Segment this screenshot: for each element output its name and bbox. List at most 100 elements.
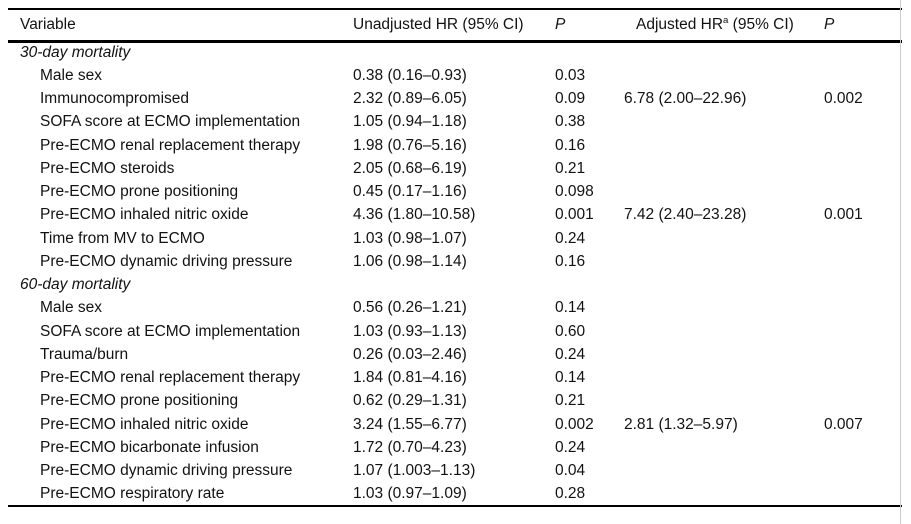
section-header-row: 60-day mortality [8,274,902,297]
table-row: Pre-ECMO dynamic driving pressure 1.07 (1… [8,460,902,483]
table-row: Pre-ECMO prone positioning 0.62 (0.29–1.3… [8,390,902,413]
p-adjusted-cell: 0.001 [824,206,863,224]
variable-cell: Pre-ECMO steroids [40,159,175,177]
table-row: Trauma/burn 0.26 (0.03–2.46) 0.24 [8,343,902,366]
p-unadjusted-cell: 0.24 [555,438,586,456]
variable-cell: Pre-ECMO renal replacement therapy [40,369,301,387]
p-unadjusted-cell: 0.16 [555,252,586,270]
p-unadjusted-cell: 0.16 [555,136,586,154]
adjusted-hr-cell [622,250,824,273]
p-unadjusted-cell: 0.03 [555,66,586,84]
table-row: Immunocompromised 2.32 (0.89–6.05) 0.09 6.7… [8,88,902,111]
unadjusted-hr-cell: 0.45 (0.17–1.16) [353,183,467,201]
table-row: Pre-ECMO renal replacement therapy 1.84 (… [8,367,902,390]
variable-cell: Male sex [40,299,103,317]
column-header-p-adjusted: P [824,15,835,33]
section-label: 30-day mortality [20,44,131,62]
p-adjusted-cell: 0.002 [824,90,863,108]
p-unadjusted-cell: 0.24 [555,345,586,363]
p-unadjusted-cell: 0.28 [555,484,586,502]
variable-cell: Pre-ECMO dynamic driving pressure [40,462,293,480]
p-adjusted-cell [824,297,902,320]
variable-cell: Pre-ECMO prone positioning [40,183,239,201]
table-row: Pre-ECMO bicarbonate infusion 1.72 (0.70–… [8,436,902,459]
variable-cell: Male sex [40,66,103,84]
adjusted-hr-cell [622,297,824,320]
table-row: SOFA score at ECMO implementation 1.03 (0… [8,320,902,343]
p-adjusted-cell [824,367,902,390]
table-row: Male sex 0.38 (0.16–0.93) 0.03 [8,64,902,87]
table-row: Pre-ECMO inhaled nitric oxide 4.36 (1.80–… [8,204,902,227]
table-row: Pre-ECMO inhaled nitric oxide 3.24 (1.55–… [8,413,902,436]
p-adjusted-cell: 0.007 [824,415,863,433]
variable-cell: Pre-ECMO dynamic driving pressure [40,252,293,270]
p-adjusted-cell [824,157,902,180]
adjusted-hr-cell [622,320,824,343]
adjusted-hr-cell [622,181,824,204]
unadjusted-hr-cell: 0.26 (0.03–2.46) [353,345,467,363]
p-unadjusted-cell: 0.002 [555,415,594,433]
table-row: Male sex 0.56 (0.26–1.21) 0.14 [8,297,902,320]
table-body: 30-day mortality Male sex 0.38 (0.16–0.93)… [8,41,902,506]
variable-cell: Immunocompromised [40,90,190,108]
adjusted-hr-cell [622,134,824,157]
unadjusted-hr-cell: 1.98 (0.76–5.16) [353,136,467,154]
adjusted-hr-cell: 6.78 (2.00–22.96) [624,90,747,108]
adjusted-hr-cell [622,157,824,180]
header-label-part: (95% CI) [728,15,794,33]
adjusted-hr-cell: 2.81 (1.32–5.97) [624,415,738,433]
hazard-ratio-table: Variable Unadjusted HR (95% CI) P Adjust… [8,8,902,507]
adjusted-hr-cell [622,483,824,506]
p-adjusted-cell [824,64,902,87]
p-adjusted-cell [824,134,902,157]
p-unadjusted-cell: 0.001 [555,206,594,224]
table-header: Variable Unadjusted HR (95% CI) P Adjust… [8,9,902,41]
table-row: Time from MV to ECMO 1.03 (0.98–1.07) 0.24 [8,227,902,250]
adjusted-hr-cell [622,64,824,87]
variable-cell: Pre-ECMO inhaled nitric oxide [40,415,249,433]
p-adjusted-cell [824,460,902,483]
p-unadjusted-cell: 0.60 [555,322,586,340]
variable-cell: Pre-ECMO prone positioning [40,392,239,410]
adjusted-hr-cell [622,367,824,390]
p-unadjusted-cell: 0.21 [555,159,586,177]
section-header-row: 30-day mortality [8,41,902,64]
p-unadjusted-cell: 0.38 [555,113,586,131]
unadjusted-hr-cell: 1.06 (0.98–1.14) [353,252,467,270]
table-row: Pre-ECMO dynamic driving pressure 1.06 (0… [8,250,902,273]
table-row: SOFA score at ECMO implementation 1.05 (0… [8,111,902,134]
variable-cell: Pre-ECMO bicarbonate infusion [40,438,259,456]
footnote-marker-a: a [723,14,729,26]
unadjusted-hr-cell: 1.03 (0.98–1.07) [353,229,467,247]
p-adjusted-cell [824,436,902,459]
unadjusted-hr-cell: 0.38 (0.16–0.93) [353,66,467,84]
adjusted-hr-cell [622,436,824,459]
page-edge-line [900,0,901,524]
p-unadjusted-cell: 0.04 [555,462,586,480]
adjusted-hr-cell [622,390,824,413]
variable-cell: Pre-ECMO renal replacement therapy [40,136,301,154]
unadjusted-hr-cell: 3.24 (1.55–6.77) [353,415,467,433]
adjusted-hr-cell [622,460,824,483]
unadjusted-hr-cell: 0.56 (0.26–1.21) [353,299,467,317]
p-adjusted-cell [824,343,902,366]
p-unadjusted-cell: 0.098 [555,183,594,201]
unadjusted-hr-cell: 1.03 (0.97–1.09) [353,484,467,502]
unadjusted-hr-cell: 1.07 (1.003–1.13) [353,462,476,480]
p-unadjusted-cell: 0.24 [555,229,586,247]
table-row: Pre-ECMO respiratory rate 1.03 (0.97–1.09… [8,483,902,506]
p-adjusted-cell [824,111,902,134]
variable-cell: Time from MV to ECMO [40,229,205,247]
p-unadjusted-cell: 0.21 [555,392,586,410]
header-row: Variable Unadjusted HR (95% CI) P Adjust… [8,9,902,41]
unadjusted-hr-cell: 1.05 (0.94–1.18) [353,113,467,131]
table-row: Pre-ECMO renal replacement therapy 1.98 (… [8,134,902,157]
p-adjusted-cell [824,483,902,506]
table-row: Pre-ECMO prone positioning 0.45 (0.17–1.1… [8,181,902,204]
p-unadjusted-cell: 0.14 [555,369,586,387]
variable-cell: Pre-ECMO inhaled nitric oxide [40,206,249,224]
unadjusted-hr-cell: 2.32 (0.89–6.05) [353,90,467,108]
p-unadjusted-cell: 0.09 [555,90,586,108]
variable-cell: SOFA score at ECMO implementation [40,113,301,131]
